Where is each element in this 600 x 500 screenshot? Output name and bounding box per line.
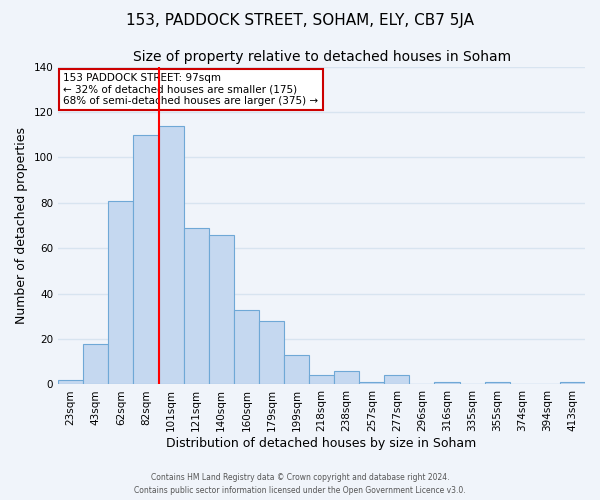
Bar — [284, 355, 309, 384]
Bar — [560, 382, 585, 384]
Bar — [485, 382, 510, 384]
Bar — [184, 228, 209, 384]
X-axis label: Distribution of detached houses by size in Soham: Distribution of detached houses by size … — [166, 437, 477, 450]
Bar — [334, 371, 359, 384]
Bar — [133, 134, 158, 384]
Text: 153 PADDOCK STREET: 97sqm
← 32% of detached houses are smaller (175)
68% of semi: 153 PADDOCK STREET: 97sqm ← 32% of detac… — [64, 73, 319, 106]
Bar — [234, 310, 259, 384]
Bar — [259, 321, 284, 384]
Bar — [209, 234, 234, 384]
Text: 153, PADDOCK STREET, SOHAM, ELY, CB7 5JA: 153, PADDOCK STREET, SOHAM, ELY, CB7 5JA — [126, 12, 474, 28]
Bar — [58, 380, 83, 384]
Bar — [83, 344, 109, 384]
Text: Contains HM Land Registry data © Crown copyright and database right 2024.
Contai: Contains HM Land Registry data © Crown c… — [134, 474, 466, 495]
Y-axis label: Number of detached properties: Number of detached properties — [15, 127, 28, 324]
Bar — [434, 382, 460, 384]
Bar — [359, 382, 385, 384]
Bar — [158, 126, 184, 384]
Bar — [385, 376, 409, 384]
Bar — [309, 376, 334, 384]
Title: Size of property relative to detached houses in Soham: Size of property relative to detached ho… — [133, 50, 511, 64]
Bar — [109, 200, 133, 384]
